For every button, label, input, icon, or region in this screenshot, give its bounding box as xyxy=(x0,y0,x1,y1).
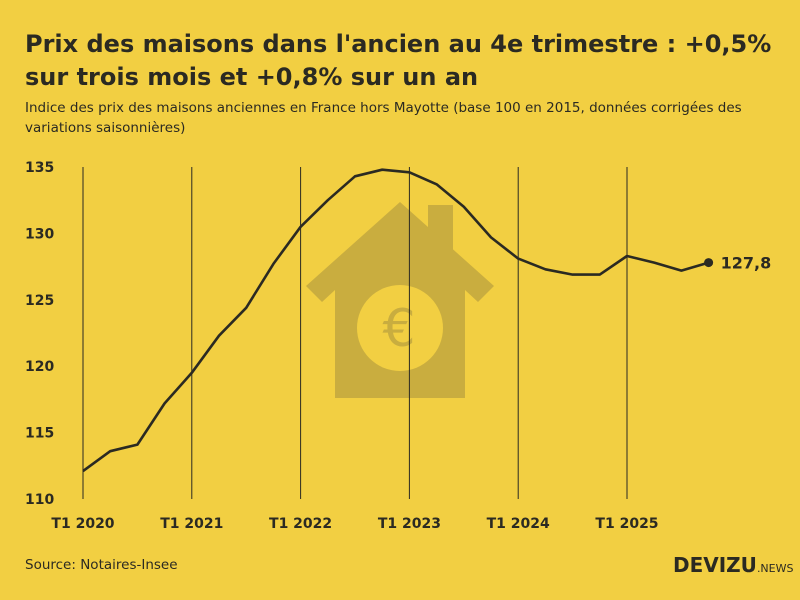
series-line xyxy=(82,168,709,473)
devizu-logo: DEVIZU.NEWS xyxy=(673,553,793,577)
chart-title: Prix des maisons dans l'ancien au 4e tri… xyxy=(25,30,772,91)
chart-subtitle: Indice des prix des maisons anciennes en… xyxy=(25,100,742,136)
house-with-euro-icon: € xyxy=(306,202,494,398)
y-tick-label: 110 xyxy=(25,492,54,508)
logo-main: DEVIZU xyxy=(673,553,757,577)
logo-suffix: .NEWS xyxy=(756,562,794,575)
y-tick-label: 125 xyxy=(25,293,54,309)
x-tick-label: T1 2025 xyxy=(595,516,658,532)
last-point xyxy=(704,258,714,268)
x-tick-label: T1 2023 xyxy=(378,516,441,532)
y-tick-label: 120 xyxy=(25,359,54,375)
x-tick-label: T1 2021 xyxy=(160,516,223,532)
y-tick-label: 135 xyxy=(25,160,54,176)
x-tick-label: T1 2024 xyxy=(487,516,550,532)
source-note: Source: Notaires-Insee xyxy=(25,557,178,573)
last-value-label: 127,8 xyxy=(721,254,772,273)
x-tick-label: T1 2022 xyxy=(269,516,332,532)
svg-text:€: € xyxy=(382,299,415,359)
y-tick-label: 115 xyxy=(25,426,54,442)
x-tick-label: T1 2020 xyxy=(51,516,114,532)
y-tick-label: 130 xyxy=(25,226,54,242)
